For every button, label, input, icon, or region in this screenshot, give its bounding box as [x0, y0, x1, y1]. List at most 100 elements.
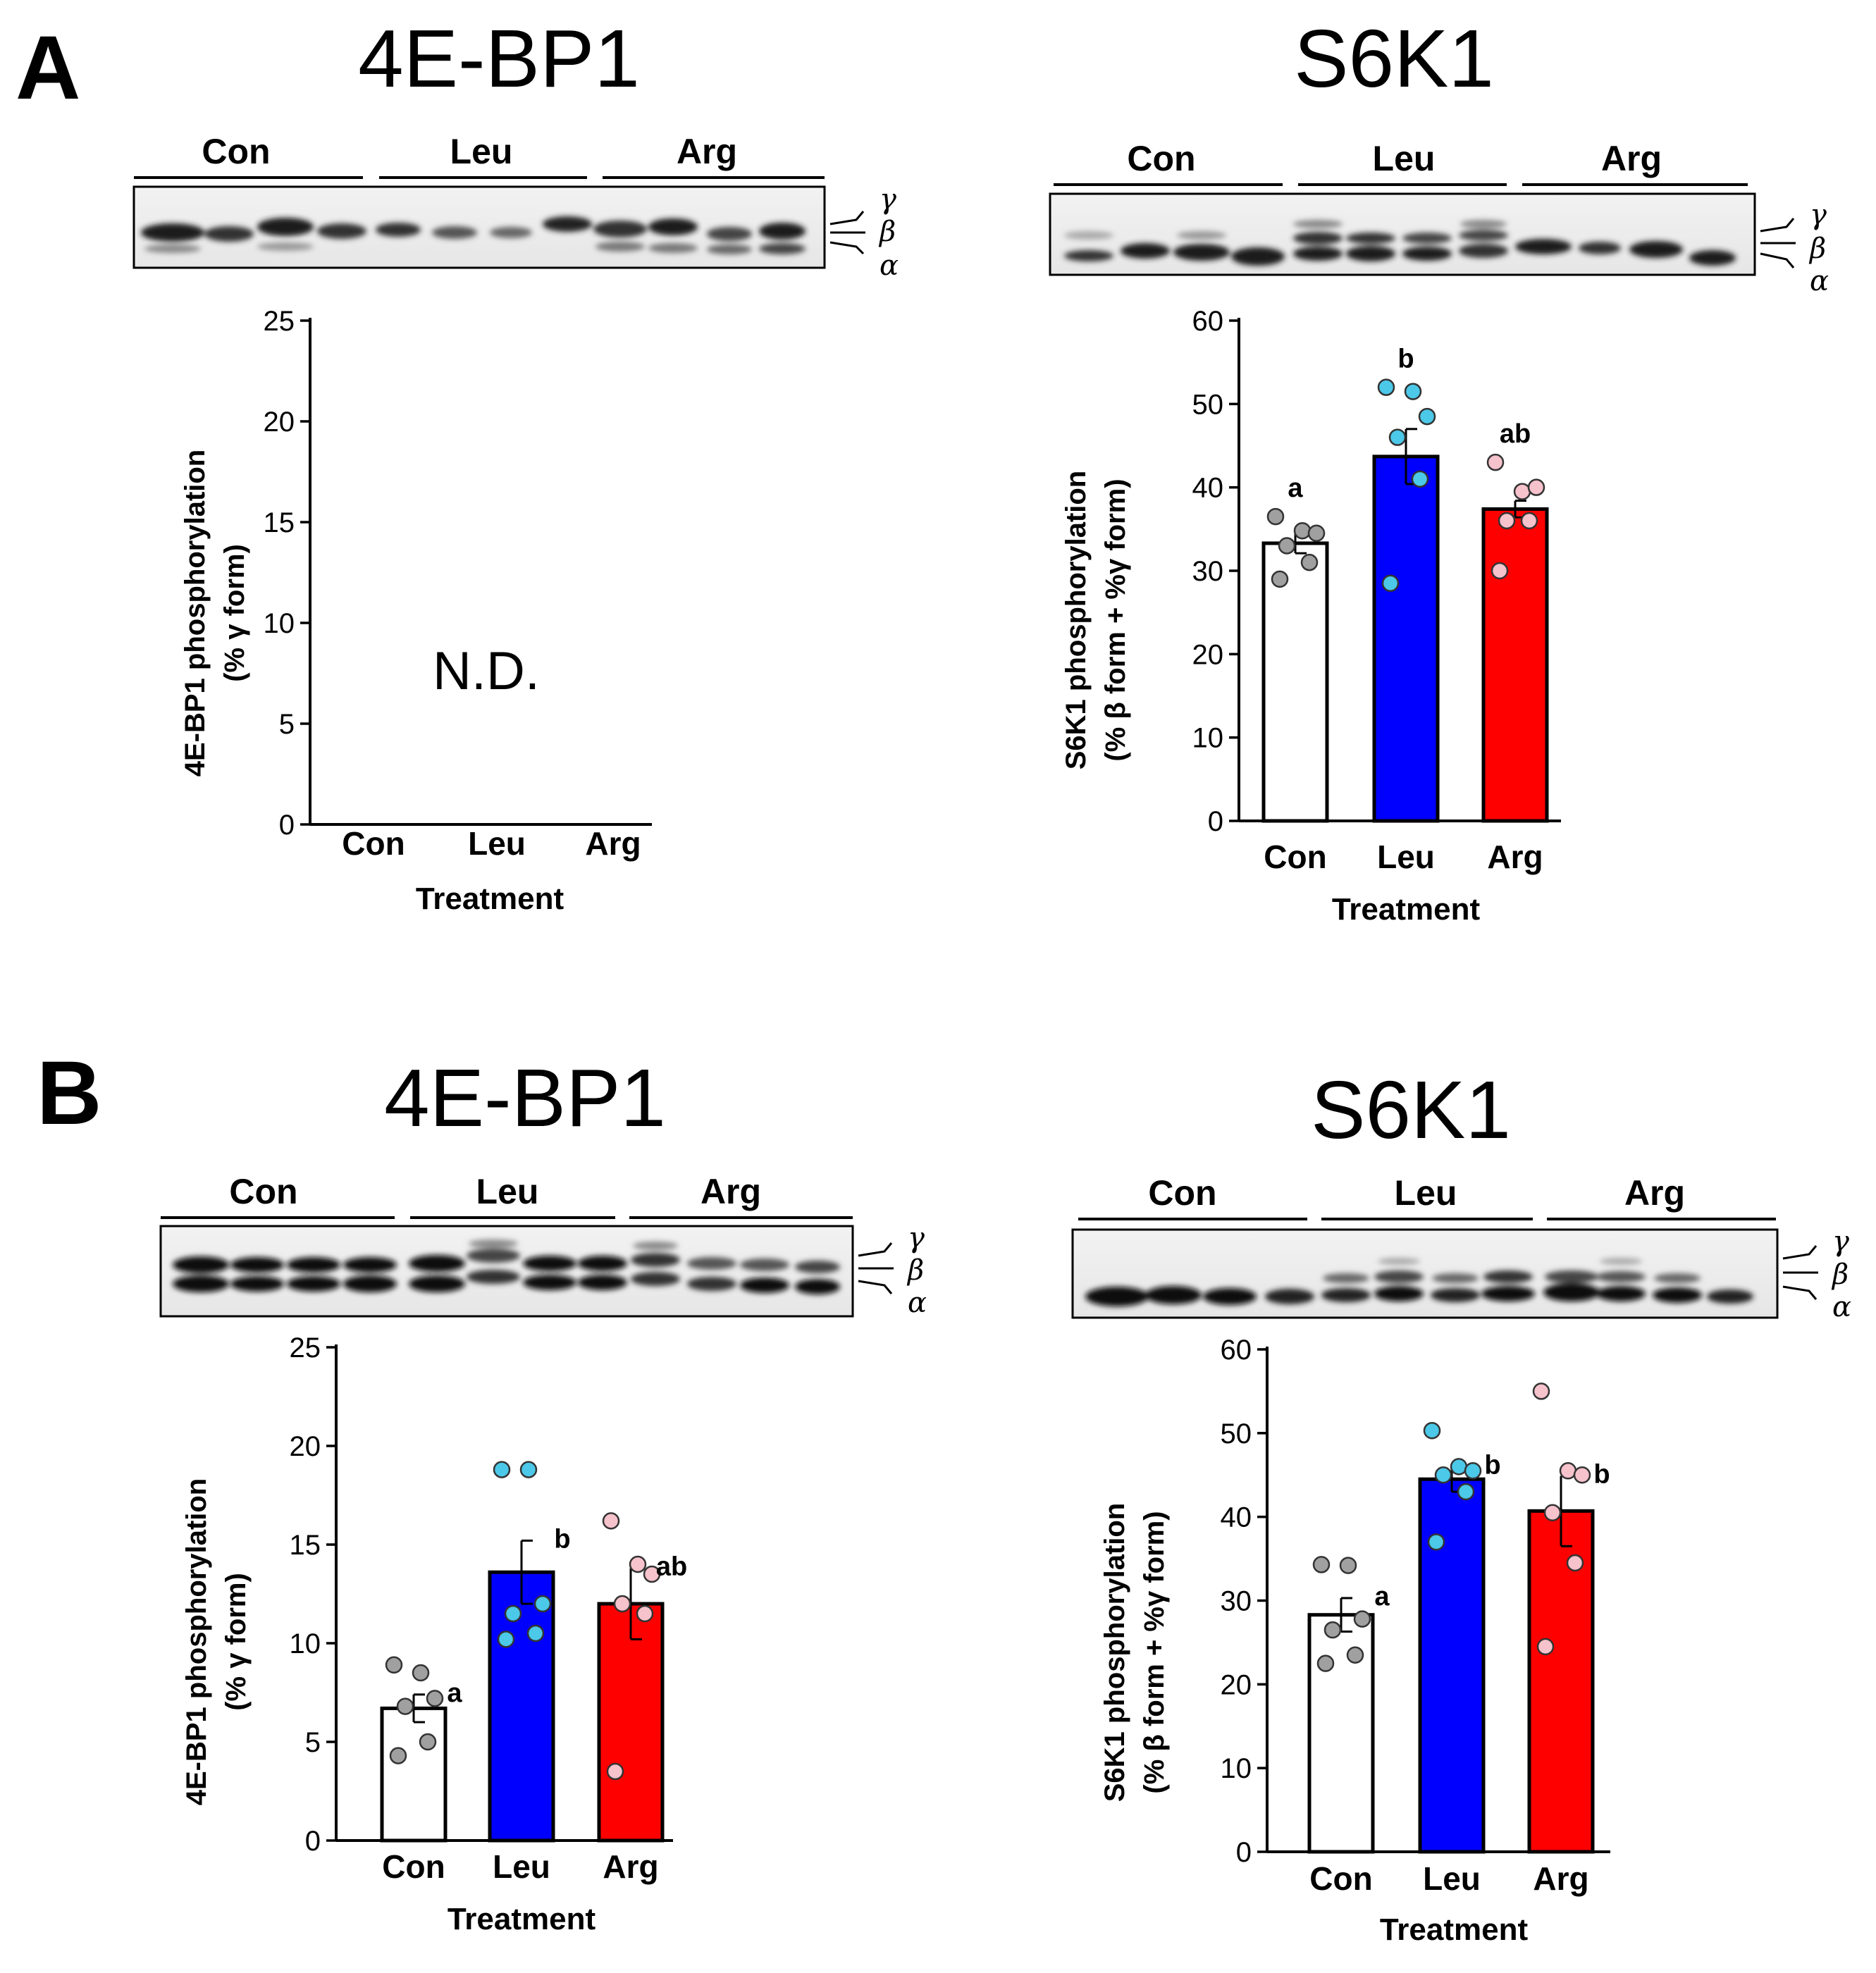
x-tick-label-leu: Leu — [468, 825, 526, 862]
band-label-beta: β — [1831, 1258, 1849, 1291]
data-point-leu — [1450, 1458, 1468, 1476]
data-point-con — [1266, 507, 1285, 526]
x-tick-label-arg: Arg — [1487, 839, 1543, 875]
x-axis-title: Treatment — [448, 1902, 596, 1936]
data-point-con — [1293, 521, 1312, 540]
data-point-arg — [1543, 1504, 1562, 1521]
lane-label-leu: Leu — [450, 132, 513, 171]
bar-con — [1307, 1613, 1375, 1854]
data-point-con — [389, 1747, 407, 1764]
data-point-arg — [613, 1595, 631, 1613]
data-point-leu — [1418, 407, 1436, 426]
subpanel-title: S6K1 — [1294, 13, 1494, 104]
data-point-leu — [533, 1595, 552, 1613]
y-tick-label: 5 — [305, 1727, 321, 1758]
error-bar-con — [1340, 1597, 1352, 1633]
y-axis-title: S6K1 phosphorylation — [1099, 1503, 1130, 1802]
bar-arg — [1481, 507, 1549, 823]
subpanel-title: S6K1 — [1311, 1064, 1511, 1156]
data-point-con — [396, 1697, 414, 1715]
bar-leu — [1418, 1477, 1486, 1854]
significance-letter: b — [1593, 1459, 1610, 1489]
x-tick-label-arg: Arg — [603, 1848, 658, 1885]
y-axis-title: S6K1 phosphorylation — [1061, 471, 1092, 770]
data-point-arg — [1527, 478, 1545, 496]
x-tick-label-con: Con — [382, 1848, 445, 1885]
y-tick-label: 10 — [1192, 723, 1224, 754]
data-point-leu — [1404, 383, 1422, 400]
data-point-leu — [1388, 428, 1407, 446]
lane-label-con: Con — [202, 132, 270, 171]
y-tick-label: 0 — [305, 1826, 321, 1857]
lane-label-con: Con — [229, 1172, 297, 1211]
subpanel-title: 4E-BP1 — [384, 1052, 666, 1144]
data-point-arg — [629, 1555, 647, 1573]
data-point-arg — [643, 1565, 661, 1583]
data-point-leu — [1423, 1422, 1441, 1440]
data-point-leu — [1457, 1483, 1475, 1501]
lane-label-arg: Arg — [1624, 1173, 1685, 1213]
data-point-arg — [1532, 1383, 1550, 1400]
data-point-con — [419, 1733, 437, 1751]
y-tick-label: 30 — [1221, 1586, 1252, 1617]
significance-letter: b — [554, 1524, 570, 1554]
subpanel-a-s6k1: S6K1 Con Leu Arg γ β α — [1049, 13, 1829, 927]
subpanel-b-s6k1: S6K1 Con Leu Arg γ — [1071, 1064, 1851, 1947]
x-tick-label-leu: Leu — [1377, 839, 1435, 875]
y-tick-label: 10 — [290, 1628, 321, 1659]
data-point-con — [1278, 537, 1296, 555]
band-arrows — [1760, 218, 1796, 268]
x-axis-title: Treatment — [1380, 1912, 1529, 1947]
error-bar-leu — [520, 1539, 533, 1605]
x-tick-label-con: Con — [1264, 839, 1326, 875]
y-tick-label: 0 — [1208, 806, 1223, 837]
x-tick-label-arg: Arg — [585, 825, 641, 862]
significance-letter: b — [1484, 1450, 1500, 1480]
band-arrows — [1782, 1245, 1818, 1300]
data-point-arg — [606, 1762, 624, 1781]
data-point-arg — [1566, 1554, 1584, 1572]
data-point-leu — [497, 1631, 515, 1648]
y-axis-title-unit: (% γ form) — [219, 544, 250, 682]
data-point-con — [1312, 1556, 1331, 1573]
y-axis-title-unit: (% β form + %γ form) — [1139, 1511, 1170, 1793]
lane-label-arg: Arg — [677, 132, 737, 171]
y-axis-title-unit: (% β form + %γ form) — [1100, 478, 1131, 761]
y-tick-label: 5 — [279, 709, 295, 740]
lane-label-con: Con — [1148, 1173, 1216, 1213]
not-detected-note: N.D. — [433, 641, 540, 701]
band-label-alpha: α — [1832, 1291, 1851, 1323]
y-tick-label: 20 — [264, 407, 295, 438]
panel-letter-a: A — [16, 18, 80, 118]
data-point-leu — [1411, 470, 1429, 488]
data-point-arg — [1498, 512, 1516, 530]
y-tick-label: 20 — [1192, 639, 1224, 670]
bar-con — [1261, 541, 1329, 823]
significance-letter: ab — [1500, 419, 1531, 449]
significance-letter: a — [1374, 1582, 1390, 1612]
y-tick-label: 15 — [290, 1530, 321, 1561]
significance-letter: a — [1288, 474, 1303, 503]
band-label-beta: β — [906, 1254, 924, 1287]
y-axis-title: 4E-BP1 phosphorylation — [180, 450, 211, 777]
y-tick-label: 40 — [1192, 473, 1224, 504]
data-point-leu — [519, 1461, 538, 1478]
data-point-arg — [1486, 453, 1505, 471]
data-point-con — [1353, 1610, 1371, 1628]
subpanel-title: 4E-BP1 — [358, 13, 640, 104]
data-point-arg — [1520, 512, 1538, 530]
band-label-gamma: γ — [1832, 1225, 1849, 1258]
bar-leu — [488, 1570, 555, 1843]
band-label-alpha: α — [1810, 265, 1829, 297]
y-tick-label: 0 — [279, 810, 295, 841]
y-tick-label: 10 — [264, 608, 295, 639]
y-tick-label: 40 — [1221, 1502, 1252, 1533]
y-tick-label: 15 — [264, 507, 295, 538]
data-point-con — [412, 1664, 430, 1682]
data-point-arg — [1491, 562, 1509, 580]
panel-letter-b: B — [37, 1043, 101, 1144]
y-tick-label: 50 — [1221, 1418, 1252, 1449]
data-point-con — [1300, 553, 1319, 571]
y-tick-label: 20 — [290, 1431, 321, 1462]
